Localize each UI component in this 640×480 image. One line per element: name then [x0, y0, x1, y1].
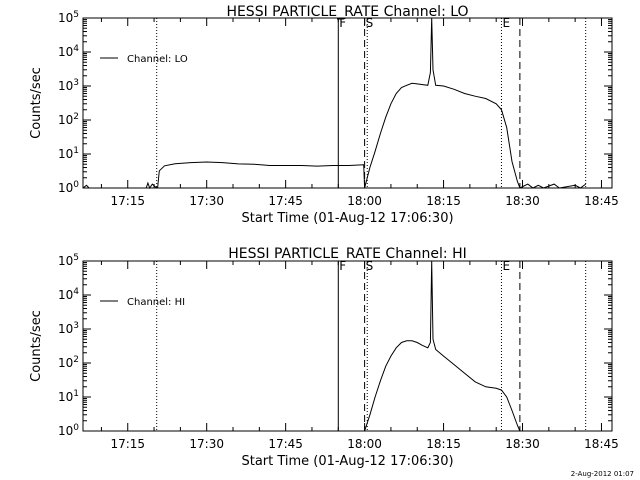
chart-panel-1: HESSI PARTICLE_RATE Channel: LO 100 101 102…: [29, 4, 619, 226]
series-line-channel-hi: [364, 260, 521, 432]
chart-panel-2: HESSI PARTICLE_RATE Channel: HI 100 101 102…: [29, 246, 619, 469]
series-line-channel-lo: [519, 183, 586, 189]
x-tick-label: 18:15: [426, 194, 461, 208]
y-tick-label: 103: [58, 78, 79, 93]
series-line-channel-lo: [338, 164, 366, 189]
x-tick-label: 18:30: [505, 194, 540, 208]
date-stamp: 2-Aug-2012 01:07: [570, 470, 634, 478]
plot-frame: [82, 260, 613, 432]
x-tick-label: 17:45: [268, 194, 303, 208]
y-tick-label: 104: [58, 44, 79, 59]
y-tick-label: 105: [58, 10, 79, 25]
x-axis-label: Start Time (01-Aug-12 17:06:30): [241, 211, 453, 226]
y-tick-label: 101: [58, 146, 79, 161]
event-marker-label: S: [366, 259, 374, 273]
x-tick-label: 18:00: [347, 437, 382, 451]
event-marker-label: F: [339, 16, 346, 30]
y-tick-label: 100: [58, 180, 79, 195]
plot-frame: [82, 17, 613, 189]
y-tick-label: 102: [58, 112, 79, 127]
x-tick-label: 17:30: [189, 194, 224, 208]
x-tick-label: 18:45: [584, 194, 619, 208]
event-marker-label: E: [502, 16, 510, 30]
y-tick-label: 103: [58, 321, 79, 336]
x-axis-label: Start Time (01-Aug-12 17:06:30): [241, 454, 453, 469]
y-tick-label: 100: [58, 423, 79, 438]
x-tick-label: 18:15: [426, 437, 461, 451]
x-tick-label: 17:15: [110, 437, 145, 451]
chart-title: HESSI PARTICLE_RATE Channel: LO: [226, 4, 468, 20]
series-line-channel-lo: [82, 184, 90, 189]
series-line-channel-lo: [145, 181, 158, 190]
series-line-channel-lo: [364, 17, 521, 189]
x-tick-label: 17:15: [110, 194, 145, 208]
x-tick-label: 18:45: [584, 437, 619, 451]
chart-title: HESSI PARTICLE_RATE Channel: HI: [228, 246, 466, 262]
legend-label: Channel: HI: [127, 297, 185, 308]
x-tick-label: 18:30: [505, 437, 540, 451]
event-marker-label: S: [366, 16, 374, 30]
y-tick-label: 102: [58, 355, 79, 370]
event-marker-label: F: [339, 259, 346, 273]
legend-label: Channel: LO: [127, 54, 188, 65]
x-tick-label: 17:45: [268, 437, 303, 451]
x-tick-label: 18:00: [347, 194, 382, 208]
y-tick-label: 104: [58, 287, 79, 302]
series-line-channel-lo: [157, 161, 339, 189]
event-marker-label: E: [502, 259, 510, 273]
y-tick-label: 101: [58, 389, 79, 404]
y-tick-label: 105: [58, 253, 79, 268]
y-axis-label: Counts/sec: [29, 67, 44, 139]
x-tick-label: 17:30: [189, 437, 224, 451]
y-axis-label: Counts/sec: [29, 310, 44, 382]
